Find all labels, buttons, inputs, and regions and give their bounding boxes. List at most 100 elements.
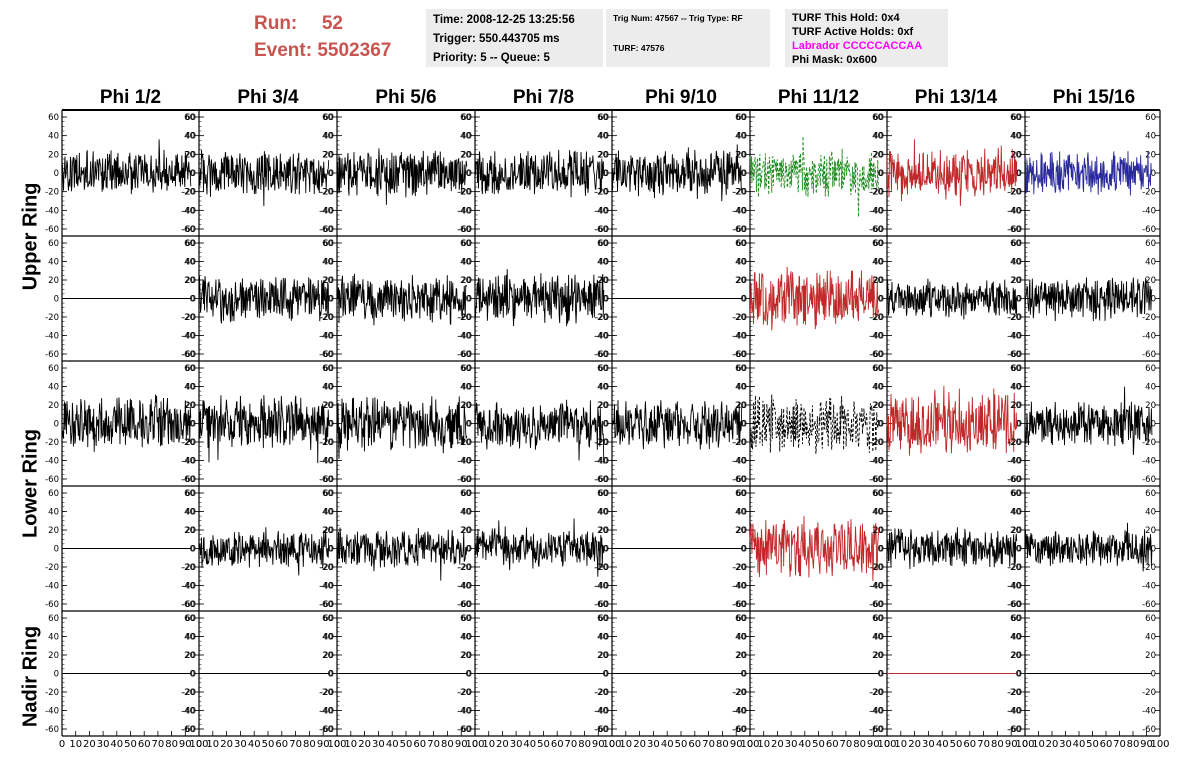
- y-tick-label-right: 40: [872, 508, 883, 518]
- y-tick-label-left: 60: [323, 113, 334, 123]
- y-tick-label-left: -60: [733, 225, 747, 235]
- y-tick-label-right: 60: [460, 239, 471, 249]
- y-tick-label-right: -40: [181, 707, 195, 717]
- y-tick-label-right: -20: [732, 563, 746, 573]
- y-tick-label-left: 40: [598, 633, 609, 643]
- y-tick-label-left: 60: [48, 239, 59, 249]
- y-tick-label-right: -60: [1007, 725, 1021, 735]
- y-tick-label-left: -20: [733, 313, 747, 323]
- y-tick-label-right: -40: [1007, 206, 1021, 216]
- y-tick-label-left: 60: [598, 489, 609, 499]
- x-tick-label: 40: [1073, 739, 1086, 750]
- y-tick-label-right: 60: [460, 113, 471, 123]
- waveform-panel: -60 -60 -40 -40 -20 -20 0 0 20 20 40 40 60 60: [733, 489, 887, 610]
- y-tick-label-right: -20: [319, 313, 333, 323]
- x-tick-label: 60: [413, 739, 426, 750]
- x-tick-label: 50: [124, 739, 137, 750]
- y-tick-label-left: -20: [458, 438, 472, 448]
- y-tick-label-left: -60: [595, 350, 609, 360]
- x-tick-label: 90: [1140, 739, 1153, 750]
- y-tick-label-left: 0: [191, 295, 196, 305]
- y-tick-label-right: 20: [597, 401, 608, 411]
- y-tick-label-left: 20: [185, 401, 196, 411]
- column-header-phi-15-16: Phi 15/16: [1052, 87, 1136, 108]
- y-tick-label-right: -60: [732, 600, 746, 610]
- y-tick-label-right: -20: [457, 563, 471, 573]
- y-tick-label-left: -60: [870, 475, 884, 485]
- y-tick-label-left: -20: [45, 688, 59, 698]
- y-tick-label-left: 20: [598, 526, 609, 536]
- y-tick-label-left: 0: [1017, 545, 1022, 555]
- y-tick-label-left: -40: [733, 332, 747, 342]
- y-tick-label-left: -40: [458, 582, 472, 592]
- y-tick-label-left: 40: [48, 508, 59, 518]
- y-tick-label-right: 60: [1145, 239, 1156, 249]
- y-tick-label-right: 20: [1010, 276, 1021, 286]
- x-tick-label: 90: [179, 739, 192, 750]
- waveform-line: [336, 272, 468, 326]
- y-tick-label-left: 0: [604, 545, 609, 555]
- y-tick-label-right: 0: [603, 545, 608, 555]
- y-tick-label-right: -20: [869, 563, 883, 573]
- y-tick-label-left: -40: [45, 582, 59, 592]
- y-tick-label-right: -20: [457, 188, 471, 198]
- x-tick-label: 100: [189, 739, 208, 750]
- y-tick-label-left: 20: [1011, 276, 1022, 286]
- y-tick-label-right: 20: [597, 526, 608, 536]
- waveform-line: [198, 276, 330, 324]
- y-tick-label-left: 20: [598, 651, 609, 661]
- y-tick-label-right: -40: [1142, 332, 1156, 342]
- x-tick-label: 60: [275, 739, 288, 750]
- y-tick-label-left: -60: [1008, 725, 1022, 735]
- y-tick-label-right: 0: [1151, 670, 1156, 680]
- y-tick-label-left: 60: [873, 364, 884, 374]
- y-tick-label-right: 20: [735, 401, 746, 411]
- y-tick-label-right: 0: [741, 545, 746, 555]
- y-tick-label-left: 0: [742, 420, 747, 430]
- y-tick-label-left: 40: [873, 258, 884, 268]
- y-tick-label-right: 60: [1010, 113, 1021, 123]
- y-tick-label-right: -40: [319, 582, 333, 592]
- y-tick-label-left: 20: [1011, 150, 1022, 160]
- y-tick-label-left: 60: [1011, 614, 1022, 624]
- waveform-panel: -60 -60 -40 -40 -20 -20 0 0 20 20 40 40 60 60: [733, 239, 887, 360]
- y-tick-label-left: -20: [45, 563, 59, 573]
- y-tick-label-left: -60: [45, 350, 59, 360]
- y-tick-label-right: -40: [1142, 457, 1156, 467]
- y-tick-label-left: 20: [323, 150, 334, 160]
- waveform-line: [474, 399, 605, 464]
- y-tick-label-right: 0: [328, 670, 333, 680]
- y-tick-label-left: -40: [870, 707, 884, 717]
- waveform-panel: -60 -60 -40 -40 -20 -20 0 0 20 20 40 40 60 60: [182, 614, 337, 735]
- y-tick-label-right: -40: [732, 206, 746, 216]
- y-tick-label-left: 20: [185, 651, 196, 661]
- y-tick-label-right: -60: [181, 350, 195, 360]
- y-tick-label-right: 20: [1145, 150, 1156, 160]
- y-tick-label-left: -60: [870, 725, 884, 735]
- y-tick-label-left: -40: [320, 582, 334, 592]
- y-tick-label-right: 60: [184, 239, 195, 249]
- y-tick-label-left: 60: [736, 113, 747, 123]
- y-tick-label-left: 60: [1011, 489, 1022, 499]
- y-tick-label-left: 0: [329, 169, 334, 179]
- waveform-panel: -60 -60 -40 -40 -20 -20 0 0 20 20 40 40 60 60: [1008, 614, 1160, 735]
- y-tick-label-left: 60: [461, 614, 472, 624]
- y-tick-label-left: -40: [595, 206, 609, 216]
- y-tick-label-left: -60: [733, 350, 747, 360]
- y-tick-label-left: -40: [1008, 206, 1022, 216]
- y-tick-label-right: -60: [457, 725, 471, 735]
- y-tick-label-right: -60: [1007, 225, 1021, 235]
- trigger-text: Trigger: 550.443705 ms: [433, 33, 560, 45]
- y-tick-label-left: -20: [870, 563, 884, 573]
- x-tick-label: 20: [496, 739, 509, 750]
- y-tick-label-left: 40: [1011, 258, 1022, 268]
- y-tick-label-left: 40: [736, 132, 747, 142]
- y-tick-label-right: -20: [594, 313, 608, 323]
- y-tick-label-left: 20: [461, 150, 472, 160]
- y-tick-label-right: -60: [1007, 475, 1021, 485]
- y-tick-label-right: -20: [1142, 313, 1156, 323]
- y-tick-label-right: -20: [594, 688, 608, 698]
- y-tick-label-left: -60: [320, 600, 334, 610]
- x-tick-label: 70: [977, 739, 990, 750]
